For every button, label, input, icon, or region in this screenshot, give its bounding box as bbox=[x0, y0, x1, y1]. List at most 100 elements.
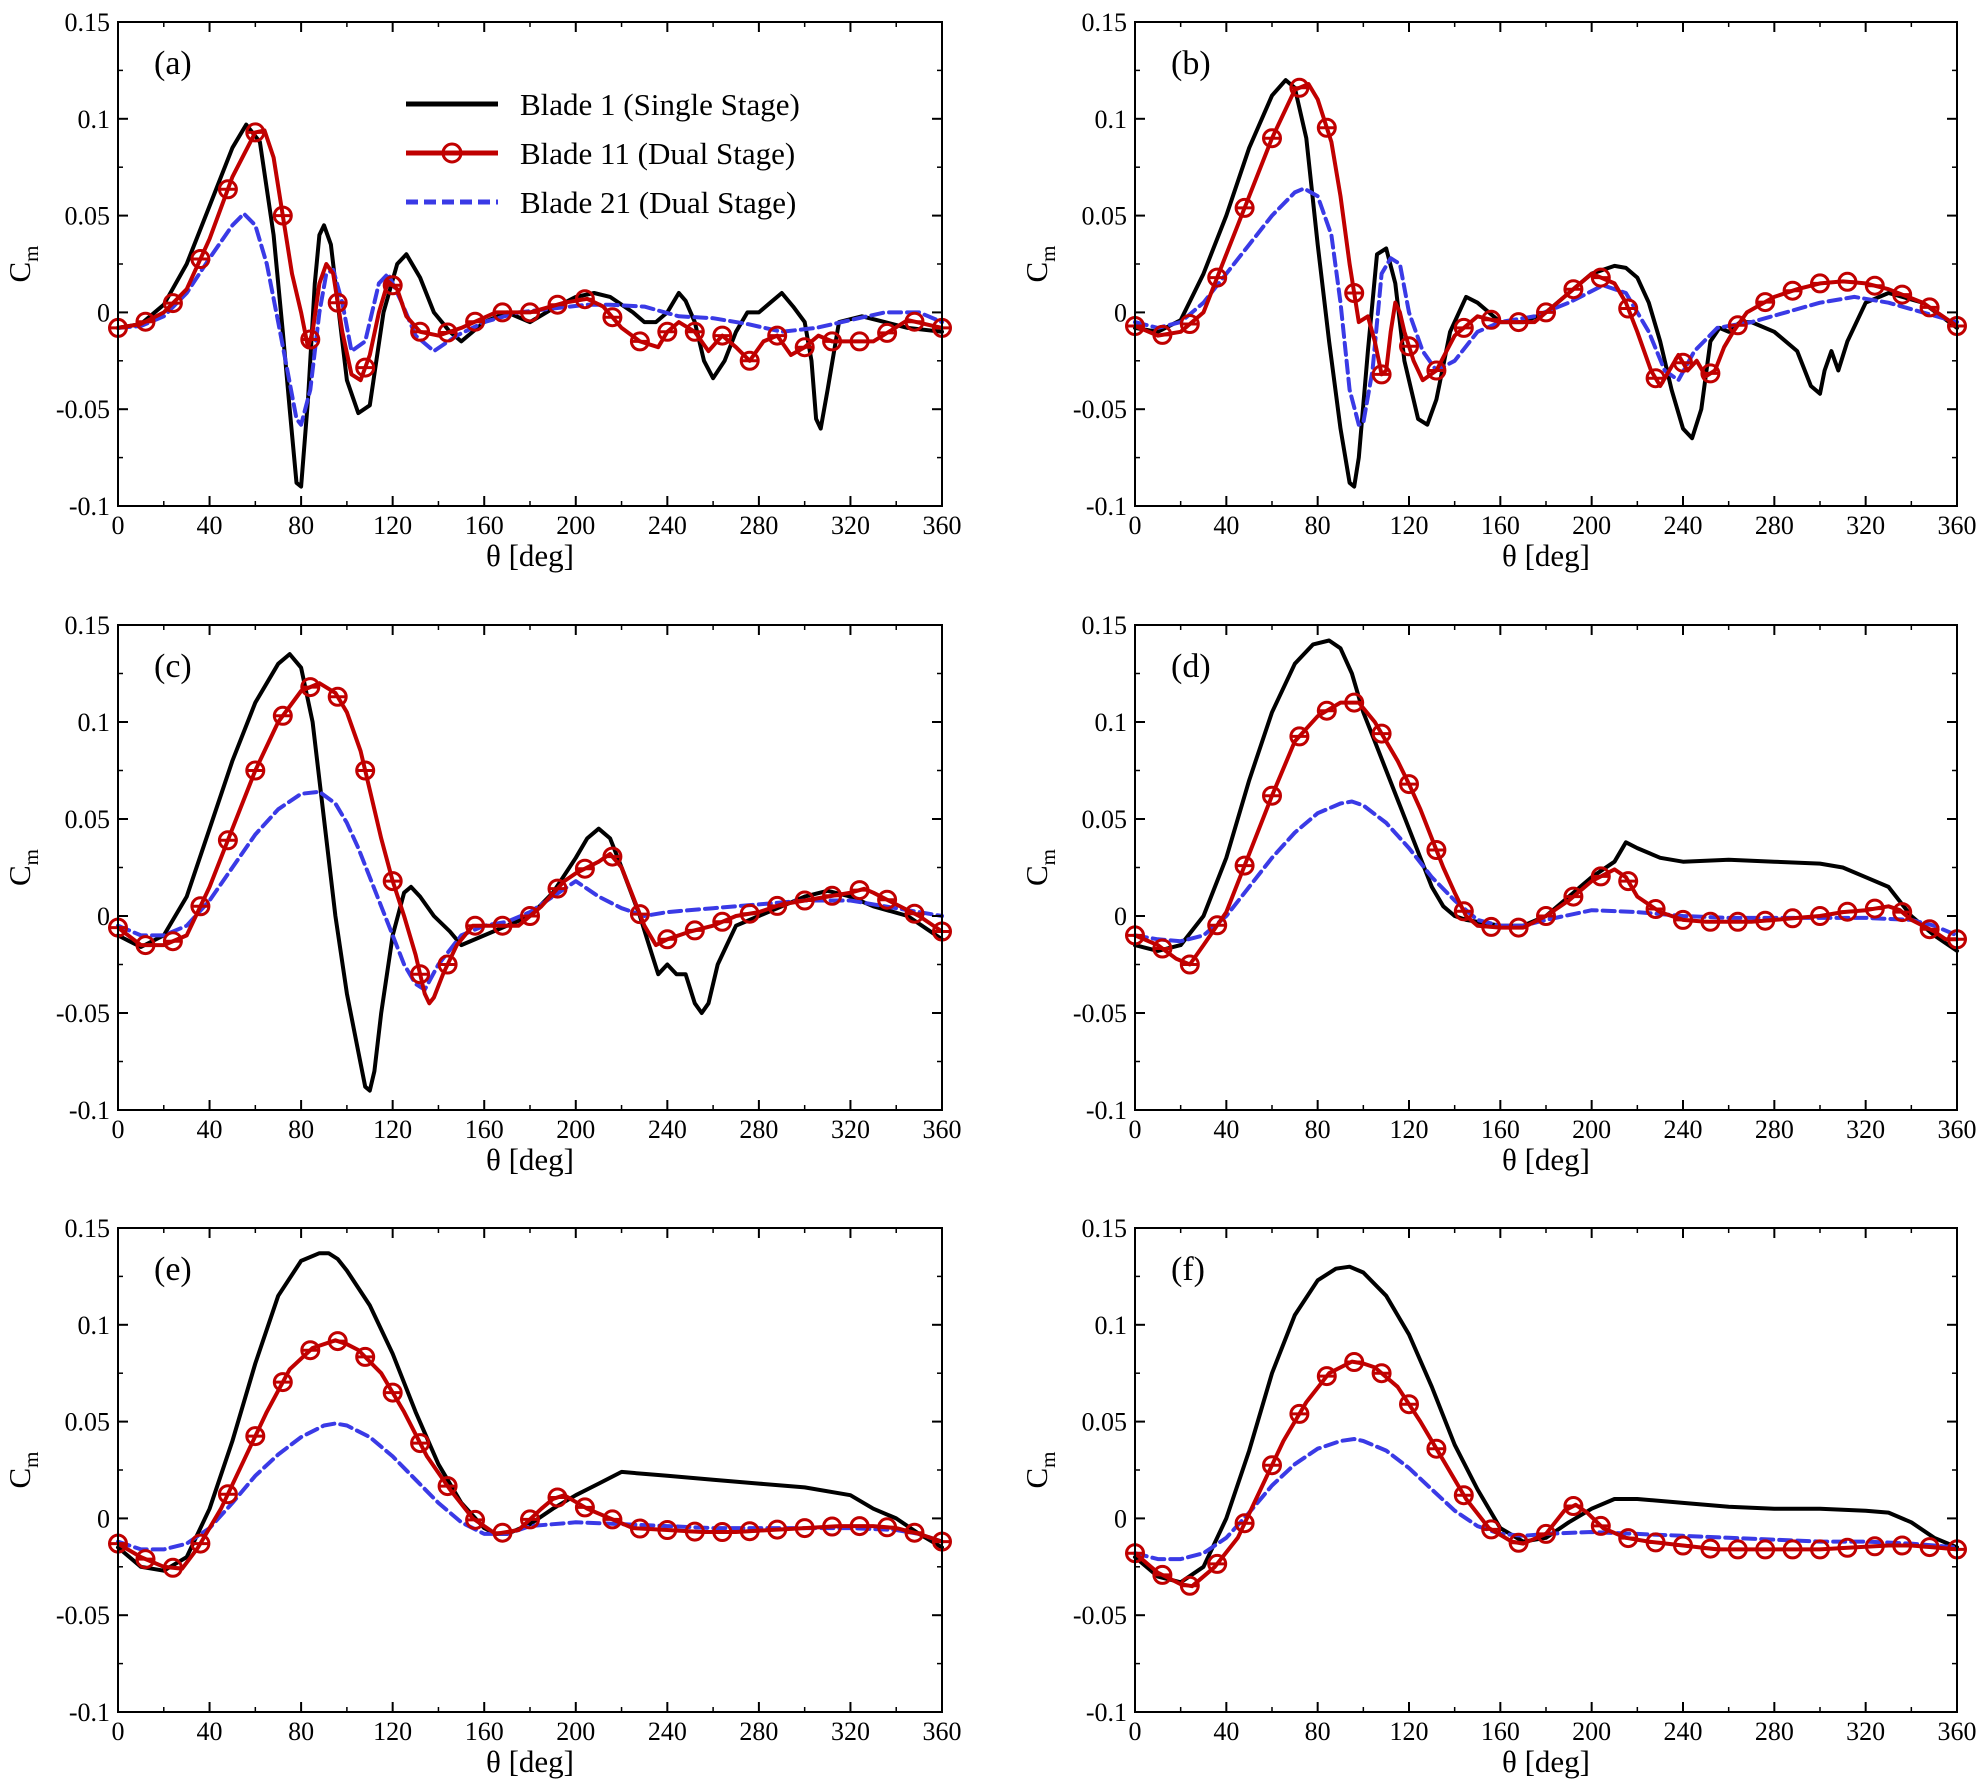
y-tick-label: -0.05 bbox=[1073, 999, 1127, 1028]
plot-frame bbox=[117, 624, 943, 1111]
x-tick-label: 120 bbox=[373, 511, 412, 540]
legend-label-blade1: Blade 1 (Single Stage) bbox=[520, 87, 800, 122]
x-tick-label: 160 bbox=[465, 1717, 504, 1746]
series-line-blade21 bbox=[1133, 799, 1959, 944]
panel-label: (d) bbox=[1171, 648, 1211, 685]
y-tick-label: -0.1 bbox=[69, 1698, 110, 1727]
y-tick-label: 0.1 bbox=[1095, 708, 1128, 737]
y-axis-title-main: C bbox=[1019, 865, 1054, 886]
x-tick-label: 40 bbox=[197, 1717, 223, 1746]
series-line-blade11 bbox=[116, 1338, 944, 1571]
y-tick-label: -0.1 bbox=[1086, 492, 1127, 521]
x-tick-label: 120 bbox=[373, 1717, 412, 1746]
x-tick-label: 40 bbox=[1213, 1717, 1239, 1746]
y-tick-label: 0.15 bbox=[65, 8, 111, 37]
y-axis-title-main: C bbox=[2, 1468, 37, 1489]
x-tick-label: 320 bbox=[831, 511, 870, 540]
y-tick-label: 0.1 bbox=[1095, 1311, 1128, 1340]
x-axis-title: θ [deg] bbox=[1502, 1744, 1590, 1779]
y-tick-label: 0.05 bbox=[1082, 202, 1128, 231]
x-tick-label: 0 bbox=[1129, 511, 1142, 540]
panel-label: (a) bbox=[154, 45, 192, 82]
y-axis-title-sub: m bbox=[19, 1451, 43, 1467]
y-axis-title: Cm bbox=[2, 1451, 43, 1488]
x-tick-label: 200 bbox=[1572, 1115, 1611, 1144]
series-line-blade21 bbox=[116, 789, 944, 992]
x-tick-label: 120 bbox=[1390, 511, 1429, 540]
y-tick-label: 0.05 bbox=[1082, 805, 1128, 834]
y-axis-title-sub: m bbox=[1036, 245, 1060, 261]
y-tick-label: -0.05 bbox=[56, 395, 110, 424]
y-axis-title: Cm bbox=[2, 245, 43, 282]
x-tick-label: 360 bbox=[1938, 1115, 1977, 1144]
x-tick-label: 360 bbox=[1938, 511, 1977, 540]
y-tick-label: 0 bbox=[97, 1504, 110, 1533]
series-line-blade21 bbox=[116, 211, 944, 427]
chart-panel-c: 0 40 80 120 160 200 240 280 320 360 -0.1 -0.05 0 0.05… bbox=[2, 611, 962, 1177]
panel-label: (f) bbox=[1171, 1251, 1205, 1288]
y-tick-label: 0.05 bbox=[65, 1408, 111, 1437]
y-axis-title: Cm bbox=[2, 849, 43, 886]
y-tick-label: 0.1 bbox=[78, 1311, 111, 1340]
panel-label: (b) bbox=[1171, 45, 1211, 82]
legend: Blade 1 (Single Stage) Blade 11 (Dual Sta… bbox=[406, 87, 800, 220]
y-axis-title-sub: m bbox=[19, 849, 43, 865]
x-tick-label: 240 bbox=[648, 1717, 687, 1746]
plot-frame bbox=[1134, 1227, 1958, 1713]
x-axis-title: θ [deg] bbox=[486, 1142, 574, 1177]
x-tick-label: 160 bbox=[1481, 1115, 1520, 1144]
y-tick-label: 0 bbox=[97, 298, 110, 327]
x-tick-label: 320 bbox=[831, 1115, 870, 1144]
legend-label-blade21: Blade 21 (Dual Stage) bbox=[520, 185, 796, 220]
x-tick-label: 0 bbox=[112, 511, 125, 540]
x-axis-title: θ [deg] bbox=[1502, 1142, 1590, 1177]
y-tick-label: 0 bbox=[1114, 1504, 1127, 1533]
y-axis-title: Cm bbox=[1019, 849, 1060, 886]
x-tick-label: 120 bbox=[1390, 1717, 1429, 1746]
y-tick-label: 0.15 bbox=[65, 611, 111, 640]
x-tick-label: 200 bbox=[556, 1115, 595, 1144]
x-tick-label: 200 bbox=[1572, 511, 1611, 540]
series-line-blade11 bbox=[1133, 1359, 1959, 1589]
x-tick-label: 40 bbox=[1213, 1115, 1239, 1144]
x-tick-label: 160 bbox=[1481, 1717, 1520, 1746]
y-tick-label: 0 bbox=[1114, 902, 1127, 931]
series-line-blade21 bbox=[1133, 1437, 1959, 1562]
x-tick-label: 280 bbox=[1755, 1717, 1794, 1746]
x-tick-label: 80 bbox=[288, 1115, 314, 1144]
x-tick-label: 80 bbox=[288, 1717, 314, 1746]
x-tick-label: 320 bbox=[1846, 1717, 1885, 1746]
x-tick-label: 280 bbox=[1755, 1115, 1794, 1144]
x-tick-label: 320 bbox=[1846, 511, 1885, 540]
y-tick-label: 0.05 bbox=[1082, 1408, 1128, 1437]
chart-panel-b: 0 40 80 120 160 200 240 280 320 360 -0.1 -0.05 0 0.05… bbox=[1019, 8, 1977, 573]
y-tick-label: -0.1 bbox=[1086, 1698, 1127, 1727]
x-tick-label: 40 bbox=[197, 511, 223, 540]
x-tick-label: 0 bbox=[112, 1717, 125, 1746]
chart-panel-d: 0 40 80 120 160 200 240 280 320 360 -0.1 -0.05 0 0.05… bbox=[1019, 611, 1977, 1177]
chart-panels: 0 40 80 120 160 200 240 280 320 360 -0.1 -0.05 0 0.05… bbox=[2, 8, 1977, 1779]
chart-panel-a: 0 40 80 120 160 200 240 280 320 360 -0.1 -0.05 0 0.05… bbox=[2, 8, 962, 573]
plot-frame bbox=[117, 1227, 943, 1713]
y-tick-label: 0.1 bbox=[1095, 105, 1128, 134]
x-tick-label: 240 bbox=[1664, 1115, 1703, 1144]
x-tick-label: 120 bbox=[1390, 1115, 1429, 1144]
x-tick-label: 280 bbox=[739, 1717, 778, 1746]
y-tick-label: 0.05 bbox=[65, 202, 111, 231]
y-tick-label: -0.05 bbox=[1073, 1601, 1127, 1630]
y-axis-title-main: C bbox=[1019, 1468, 1054, 1489]
x-tick-label: 200 bbox=[556, 511, 595, 540]
x-tick-label: 240 bbox=[1664, 1717, 1703, 1746]
x-tick-label: 360 bbox=[1938, 1717, 1977, 1746]
series-line-blade1 bbox=[116, 652, 944, 1093]
y-tick-label: 0.05 bbox=[65, 805, 111, 834]
x-tick-label: 40 bbox=[1213, 511, 1239, 540]
x-tick-label: 40 bbox=[197, 1115, 223, 1144]
y-axis-title-sub: m bbox=[1036, 849, 1060, 865]
series-line-blade1 bbox=[1133, 1264, 1959, 1585]
series-line-blade21 bbox=[1133, 186, 1959, 427]
x-tick-label: 80 bbox=[288, 511, 314, 540]
y-tick-label: 0.1 bbox=[78, 105, 111, 134]
series-line-blade21 bbox=[116, 1421, 944, 1552]
